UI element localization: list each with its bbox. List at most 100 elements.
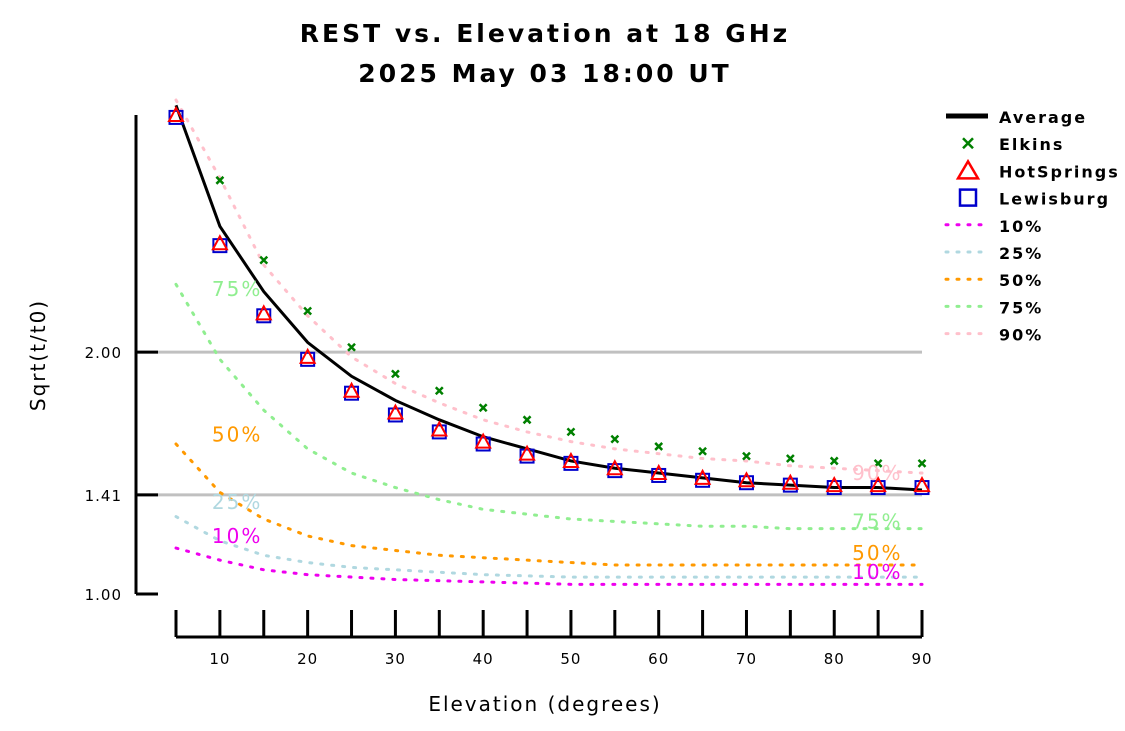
point-lewisburg	[300, 351, 316, 367]
point-lewisburg	[212, 238, 228, 254]
point-elkins	[391, 369, 400, 379]
legend-10pct-label: 10%	[999, 217, 1043, 236]
point-elkins	[610, 434, 620, 444]
point-hotsprings	[781, 473, 800, 490]
point-lewisburg	[607, 463, 623, 479]
point-lewisburg	[168, 109, 184, 125]
y-axis-label: Sqrt(t/t0)	[26, 299, 50, 411]
point-elkins	[829, 456, 839, 466]
curve-label-50pct: 50%	[212, 422, 262, 446]
point-elkins	[259, 255, 269, 265]
point-elkins	[303, 306, 313, 316]
point-elkins	[478, 403, 488, 413]
x-tick-label: 70	[736, 650, 757, 668]
series-line-50pct	[174, 442, 924, 567]
curve-label-75pct: 75%	[852, 509, 902, 533]
point-lewisburg	[651, 467, 667, 483]
grid-lines	[138, 350, 922, 497]
series-line-25pct	[174, 515, 924, 579]
legend-average: Average	[946, 108, 1087, 127]
point-lewisburg	[387, 407, 403, 423]
legend-lewisburg-label: Lewisburg	[999, 190, 1110, 209]
legend-hotsprings: HotSprings	[955, 158, 1120, 181]
point-lewisburg	[563, 455, 579, 471]
curve-label-90pct: 90%	[852, 461, 902, 485]
point-lewisburg	[344, 385, 360, 401]
point-hotsprings	[167, 105, 185, 122]
point-elkins	[215, 175, 225, 185]
x-tick-label: 50	[560, 650, 581, 668]
point-lewisburg	[695, 472, 711, 488]
point-lewisburg	[738, 475, 754, 491]
legend-90pct-label: 90%	[999, 326, 1043, 345]
point-lewisburg	[519, 448, 535, 464]
point-hotsprings	[913, 476, 931, 493]
x-tick-label: 20	[297, 650, 318, 668]
point-elkins	[654, 442, 664, 451]
plot-markers	[167, 105, 931, 496]
legend-10pct: 10%	[944, 217, 1043, 236]
series-line-75pct	[174, 282, 924, 531]
x-axis-label: Elevation (degrees)	[428, 692, 661, 716]
point-hotsprings	[693, 468, 712, 485]
legend: Average Elkins HotSprings Lewisburg 10% 25% 50…	[944, 108, 1120, 345]
plot-series	[174, 98, 924, 586]
point-hotsprings	[562, 451, 580, 468]
axes: 1.00 1.41 2.00 10 20 30 40 50 60 70 80 90	[85, 115, 932, 668]
legend-elkins: Elkins	[962, 135, 1064, 154]
point-elkins	[873, 458, 883, 468]
legend-25pct-label: 25%	[999, 244, 1043, 263]
series-line-10pct	[174, 546, 924, 586]
x-tick-label: 40	[473, 650, 494, 668]
curve-label-75pct: 75%	[212, 277, 262, 301]
curve-label-25pct: 25%	[212, 490, 262, 514]
point-hotsprings	[430, 420, 448, 437]
legend-90pct: 90%	[944, 326, 1043, 345]
point-hotsprings	[518, 444, 536, 461]
point-lewisburg	[256, 308, 272, 324]
legend-lewisburg: Lewisburg	[958, 188, 1110, 209]
legend-50pct: 50%	[944, 271, 1043, 290]
point-elkins	[566, 427, 576, 437]
legend-50pct-label: 50%	[999, 271, 1043, 290]
point-hotsprings	[825, 476, 843, 493]
point-elkins	[347, 342, 356, 352]
point-hotsprings	[737, 471, 756, 488]
legend-75pct: 75%	[944, 298, 1043, 317]
legend-elkins-swatch	[962, 137, 974, 150]
series-line-90pct	[174, 98, 924, 475]
y-tick-label: 2.00	[85, 344, 122, 362]
legend-25pct: 25%	[944, 244, 1043, 263]
y-tick-label: 1.41	[85, 487, 122, 505]
point-elkins	[917, 458, 927, 468]
point-lewisburg	[782, 477, 798, 493]
point-elkins	[698, 446, 707, 456]
point-elkins	[522, 415, 532, 425]
curve-labels: 75%50%25%10%90%75%50%10%	[212, 277, 902, 584]
point-lewisburg	[431, 424, 447, 440]
chart-subtitle: 2025 May 03 18:00 UT	[358, 59, 731, 88]
legend-elkins-label: Elkins	[999, 135, 1064, 154]
point-elkins	[742, 451, 751, 461]
chart-title: REST vs. Elevation at 18 GHz	[300, 19, 790, 48]
point-hotsprings	[869, 476, 887, 493]
point-hotsprings	[606, 459, 624, 476]
point-hotsprings	[211, 234, 229, 251]
point-lewisburg	[870, 480, 886, 496]
legend-hotsprings-label: HotSprings	[999, 162, 1120, 181]
point-hotsprings	[474, 432, 492, 449]
point-elkins	[785, 454, 795, 463]
x-tick-label: 10	[209, 650, 230, 668]
y-tick-label: 1.00	[85, 586, 122, 604]
curve-label-10pct: 10%	[852, 560, 902, 584]
point-lewisburg	[914, 480, 930, 496]
point-hotsprings	[386, 403, 405, 420]
point-hotsprings	[342, 381, 361, 398]
point-hotsprings	[650, 463, 668, 481]
x-tick-label: 80	[824, 650, 845, 668]
point-lewisburg	[475, 436, 491, 452]
legend-average-label: Average	[999, 108, 1087, 127]
legend-75pct-label: 75%	[999, 298, 1043, 317]
legend-hotsprings-swatch	[955, 158, 981, 180]
